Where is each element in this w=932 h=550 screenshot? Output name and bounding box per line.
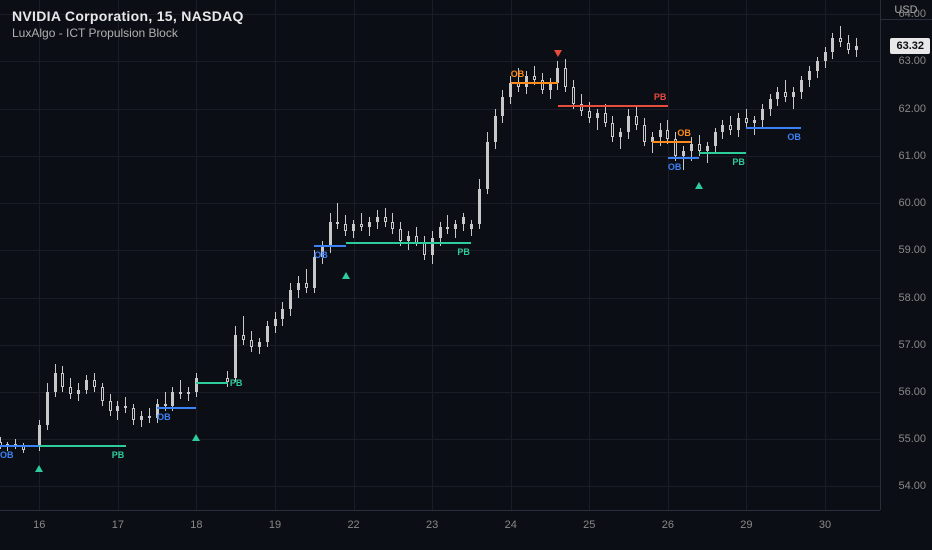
ob-block-line [157,407,196,409]
pb-block-label: PB [457,247,470,257]
x-tick-label: 22 [347,519,359,531]
x-tick-label: 30 [819,519,831,531]
x-tick-label: 18 [190,519,202,531]
ob-block-line [668,157,699,159]
marker-up-icon [695,182,703,189]
y-tick-label: 56.00 [898,386,926,398]
pb-block-line [558,105,668,107]
ob-block-line [652,141,691,143]
y-tick-label: 63.00 [898,55,926,67]
y-tick-label: 61.00 [898,150,926,162]
marker-down-icon [554,50,562,57]
pb-block-line [699,152,746,154]
ob-block-label: OB [511,69,525,79]
pb-block-label: PB [230,378,243,388]
x-tick-label: 19 [269,519,281,531]
pb-block-line [346,242,472,244]
ob-block-label: OB [668,162,682,172]
chart-area[interactable]: OB PB OB PB OB PB OB PB OB OB PB OB [0,0,880,510]
marker-up-icon [342,272,350,279]
y-tick-label: 57.00 [898,339,926,351]
y-tick-label: 54.00 [898,480,926,492]
chart-title: NVIDIA Corporation, 15, NASDAQ [12,8,244,24]
x-tick-label: 23 [426,519,438,531]
pb-block-line [39,445,125,447]
ob-block-label: OB [677,128,691,138]
x-tick-label: 26 [662,519,674,531]
pb-block-label: PB [654,92,667,102]
x-tick-label: 29 [740,519,752,531]
ob-block-label: OB [0,450,14,460]
marker-up-icon [35,465,43,472]
y-tick-label: 64.00 [898,8,926,20]
ob-block-line [0,445,39,447]
ob-block-line [314,245,345,247]
y-tick-label: 62.00 [898,103,926,115]
x-axis: 16 17 18 19 22 23 24 25 26 29 30 [0,510,880,550]
ob-block-label: OB [157,412,171,422]
chart-header: NVIDIA Corporation, 15, NASDAQ LuxAlgo -… [12,8,244,40]
ob-block-label: OB [314,250,328,260]
x-tick-label: 16 [33,519,45,531]
pb-block-label: PB [732,157,745,167]
chart-subtitle: LuxAlgo - ICT Propulsion Block [12,26,244,40]
pb-block-line [196,382,227,384]
ob-block-line [746,127,801,129]
y-tick-label: 58.00 [898,292,926,304]
y-tick-label: 60.00 [898,197,926,209]
y-tick-label: 59.00 [898,244,926,256]
current-price-badge: 63.32 [890,38,930,54]
ob-block-line [511,82,558,84]
x-tick-label: 24 [505,519,517,531]
ob-block-label: OB [787,132,801,142]
pb-block-label: PB [112,450,125,460]
x-tick-label: 17 [112,519,124,531]
x-tick-label: 25 [583,519,595,531]
marker-up-icon [192,434,200,441]
y-axis: USD 64.0063.0062.0061.0060.0059.0058.005… [880,0,932,510]
y-tick-label: 55.00 [898,433,926,445]
